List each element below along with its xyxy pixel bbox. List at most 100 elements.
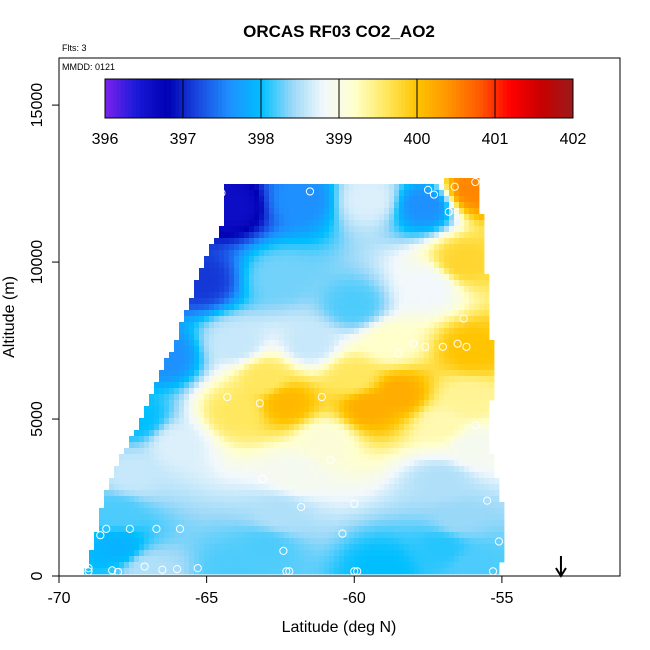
heat-cell bbox=[419, 466, 425, 473]
heat-cell bbox=[294, 274, 300, 281]
heat-cell bbox=[329, 544, 335, 551]
heat-cell bbox=[489, 460, 495, 467]
heat-cell bbox=[299, 226, 305, 233]
heat-cell bbox=[189, 448, 195, 455]
heat-cell bbox=[354, 232, 360, 239]
heat-cell bbox=[404, 220, 410, 227]
heat-cell bbox=[209, 340, 215, 347]
heat-cell bbox=[159, 442, 165, 449]
heat-cell bbox=[204, 436, 210, 443]
heat-cell bbox=[234, 376, 240, 383]
colorbar-swatch bbox=[569, 79, 574, 118]
heat-cell bbox=[324, 280, 330, 287]
heat-cell bbox=[389, 502, 395, 509]
heat-cell bbox=[254, 448, 260, 455]
heat-cell bbox=[189, 520, 195, 527]
heat-cell bbox=[464, 298, 470, 305]
heat-cell bbox=[439, 514, 445, 521]
colorbar-swatch bbox=[393, 79, 398, 118]
heat-cell bbox=[349, 502, 355, 509]
heat-cell bbox=[469, 190, 475, 197]
heat-cell bbox=[219, 376, 225, 383]
heat-cell bbox=[339, 184, 345, 191]
heat-cell bbox=[169, 454, 175, 461]
heat-cell bbox=[474, 460, 480, 467]
heat-cell bbox=[184, 394, 190, 401]
sample-point bbox=[305, 187, 315, 196]
heat-cell bbox=[304, 520, 310, 527]
heat-cell bbox=[379, 340, 385, 347]
heat-cell bbox=[429, 388, 435, 395]
heat-cell bbox=[259, 496, 265, 503]
heat-cell bbox=[439, 526, 445, 533]
colorbar-swatch bbox=[362, 79, 367, 118]
heat-cell bbox=[474, 370, 480, 377]
arrow-marker bbox=[555, 556, 567, 578]
heat-cell bbox=[434, 202, 440, 209]
heat-cell bbox=[374, 292, 380, 299]
heat-cell bbox=[194, 442, 200, 449]
heat-cell bbox=[204, 376, 210, 383]
heat-cell bbox=[274, 562, 280, 569]
heat-cell bbox=[339, 436, 345, 443]
heat-cell bbox=[279, 568, 285, 575]
heat-cell bbox=[384, 286, 390, 293]
heat-cell bbox=[419, 418, 425, 425]
heat-cell bbox=[479, 556, 485, 563]
heat-cell bbox=[444, 274, 450, 281]
heat-cell bbox=[479, 550, 485, 557]
heat-cell bbox=[464, 394, 470, 401]
heat-cell bbox=[404, 352, 410, 359]
heat-cell bbox=[289, 244, 295, 251]
heat-cell bbox=[264, 190, 270, 197]
heat-cell bbox=[364, 340, 370, 347]
heat-cell bbox=[409, 508, 415, 515]
heat-cell bbox=[169, 406, 175, 413]
heat-cell bbox=[184, 352, 190, 359]
heat-cell bbox=[429, 190, 435, 197]
heat-cell bbox=[309, 310, 315, 317]
x-axis-label: Latitude (deg N) bbox=[282, 619, 397, 636]
heat-cell bbox=[409, 394, 415, 401]
heat-cell bbox=[339, 370, 345, 377]
heat-cell bbox=[199, 328, 205, 335]
heat-cell bbox=[394, 196, 400, 203]
heat-cell bbox=[279, 208, 285, 215]
heat-cell bbox=[399, 484, 405, 491]
heat-cell bbox=[369, 412, 375, 419]
heat-cell bbox=[389, 520, 395, 527]
heat-cell bbox=[444, 340, 450, 347]
heat-cell bbox=[369, 226, 375, 233]
heat-cell bbox=[284, 514, 290, 521]
heat-cell bbox=[389, 412, 395, 419]
heat-cell bbox=[319, 448, 325, 455]
heat-cell bbox=[214, 238, 220, 245]
heat-cell bbox=[484, 346, 490, 353]
heat-cell bbox=[224, 550, 230, 557]
heat-cell bbox=[109, 526, 115, 533]
heat-cell bbox=[369, 520, 375, 527]
heat-cell bbox=[134, 466, 140, 473]
heat-cell bbox=[359, 472, 365, 479]
heat-cell bbox=[299, 556, 305, 563]
heat-cell bbox=[444, 292, 450, 299]
heat-cell bbox=[364, 436, 370, 443]
heat-cell bbox=[414, 400, 420, 407]
heat-cell bbox=[294, 394, 300, 401]
heat-cell bbox=[214, 316, 220, 323]
heat-cell bbox=[99, 508, 105, 515]
heat-cell bbox=[174, 484, 180, 491]
heat-cell bbox=[319, 250, 325, 257]
heat-cell bbox=[234, 406, 240, 413]
heat-cell bbox=[269, 532, 275, 539]
heat-cell bbox=[399, 544, 405, 551]
heat-cell bbox=[464, 226, 470, 233]
heat-cell bbox=[359, 454, 365, 461]
heat-cell bbox=[414, 562, 420, 569]
heat-cell bbox=[369, 316, 375, 323]
heat-cell bbox=[249, 280, 255, 287]
heat-cell bbox=[429, 520, 435, 527]
heat-cell bbox=[384, 280, 390, 287]
heat-cell bbox=[439, 550, 445, 557]
heat-cell bbox=[329, 346, 335, 353]
